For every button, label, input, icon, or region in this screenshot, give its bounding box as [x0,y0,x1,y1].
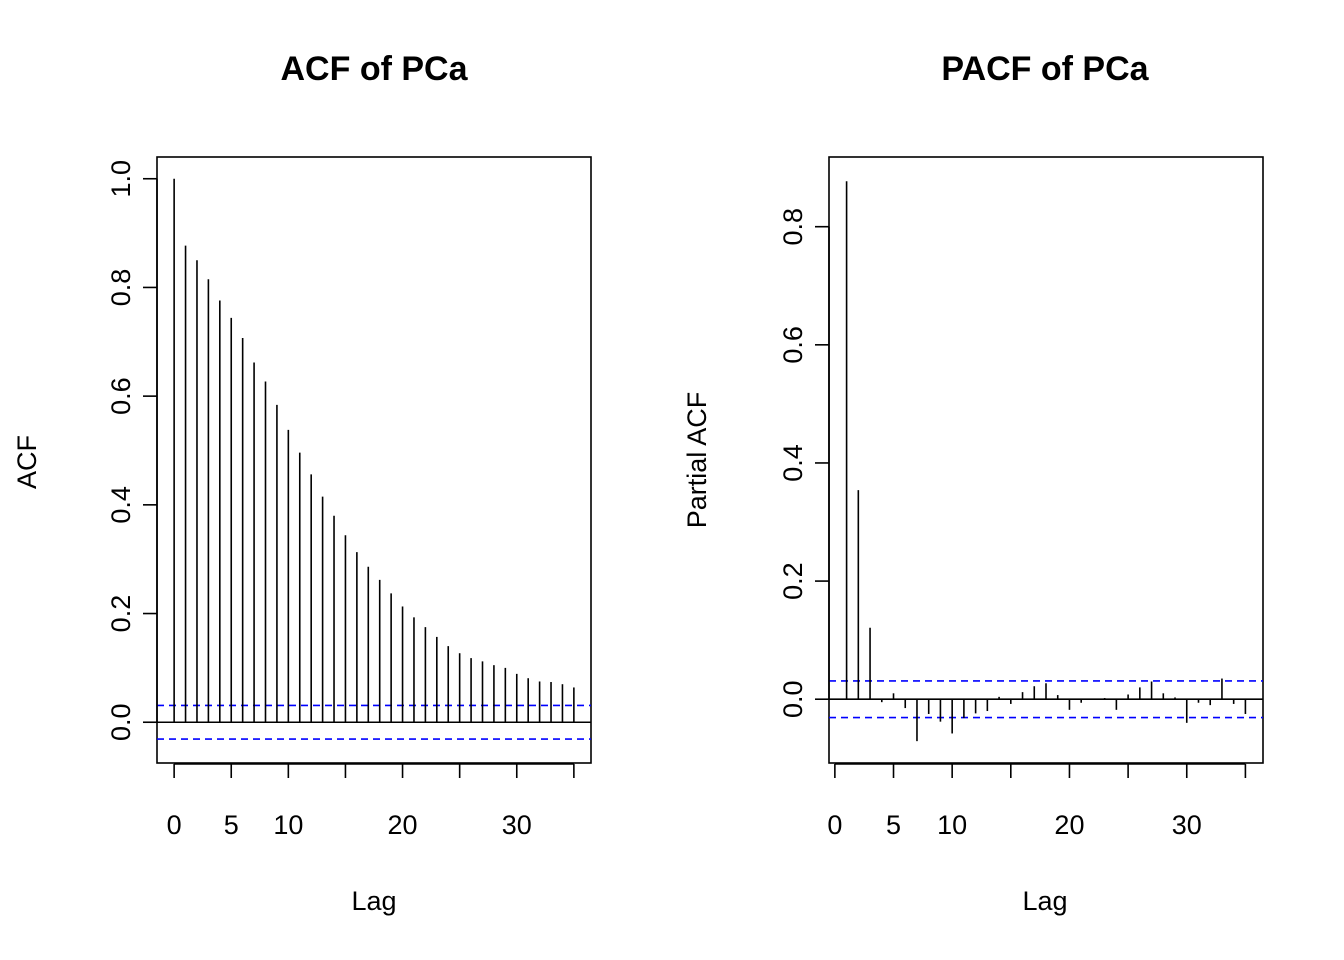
pacf-xlabel: Lag [1022,886,1067,916]
acf-x-tick-label-0: 0 [167,810,182,840]
pacf-y-tick-label-2: 0.4 [778,444,808,482]
pacf-x-tick-label-30: 30 [1172,810,1202,840]
pacf-panel: PACF of PCa Lag Partial ACF 0 5 10 20 30 0.0 0… [682,50,1264,916]
acf-y-tick-label-5: 1.0 [106,160,136,198]
pacf-x-tick-label-10: 10 [937,810,967,840]
acf-y-tick-label-3: 0.6 [106,377,136,415]
acf-y-tick-label-1: 0.2 [106,595,136,633]
acf-y-tick-label-4: 0.8 [106,269,136,307]
pacf-y-tick-label-0: 0.0 [778,680,808,718]
pacf-ylabel: Partial ACF [682,392,712,529]
acf-x-tick-label-20: 20 [388,810,418,840]
pacf-x-tick-label-20: 20 [1054,810,1084,840]
acf-title: ACF of PCa [281,50,469,88]
pacf-plot-frame [828,156,1264,764]
pacf-y-tick-label-4: 0.8 [778,208,808,246]
pacf-y-tick-label-3: 0.6 [778,326,808,364]
pacf-y-tick-label-1: 0.2 [778,562,808,600]
acf-y-tick-label-0: 0.0 [106,703,136,741]
acf-plot-frame [156,156,592,764]
acf-y-tick-label-2: 0.4 [106,486,136,524]
pacf-title: PACF of PCa [941,50,1149,88]
acf-panel: ACF of PCa Lag ACF 0 5 10 20 30 0.0 0.2 0.4 0.6 0… [12,50,592,916]
acf-x-tick-label-5: 5 [224,810,239,840]
acf-ylabel: ACF [12,435,42,489]
acf-xlabel: Lag [351,886,396,916]
pacf-x-tick-label-0: 0 [827,810,842,840]
pacf-x-tick-label-5: 5 [886,810,901,840]
acf-x-tick-label-30: 30 [502,810,532,840]
acf-x-tick-label-10: 10 [273,810,303,840]
